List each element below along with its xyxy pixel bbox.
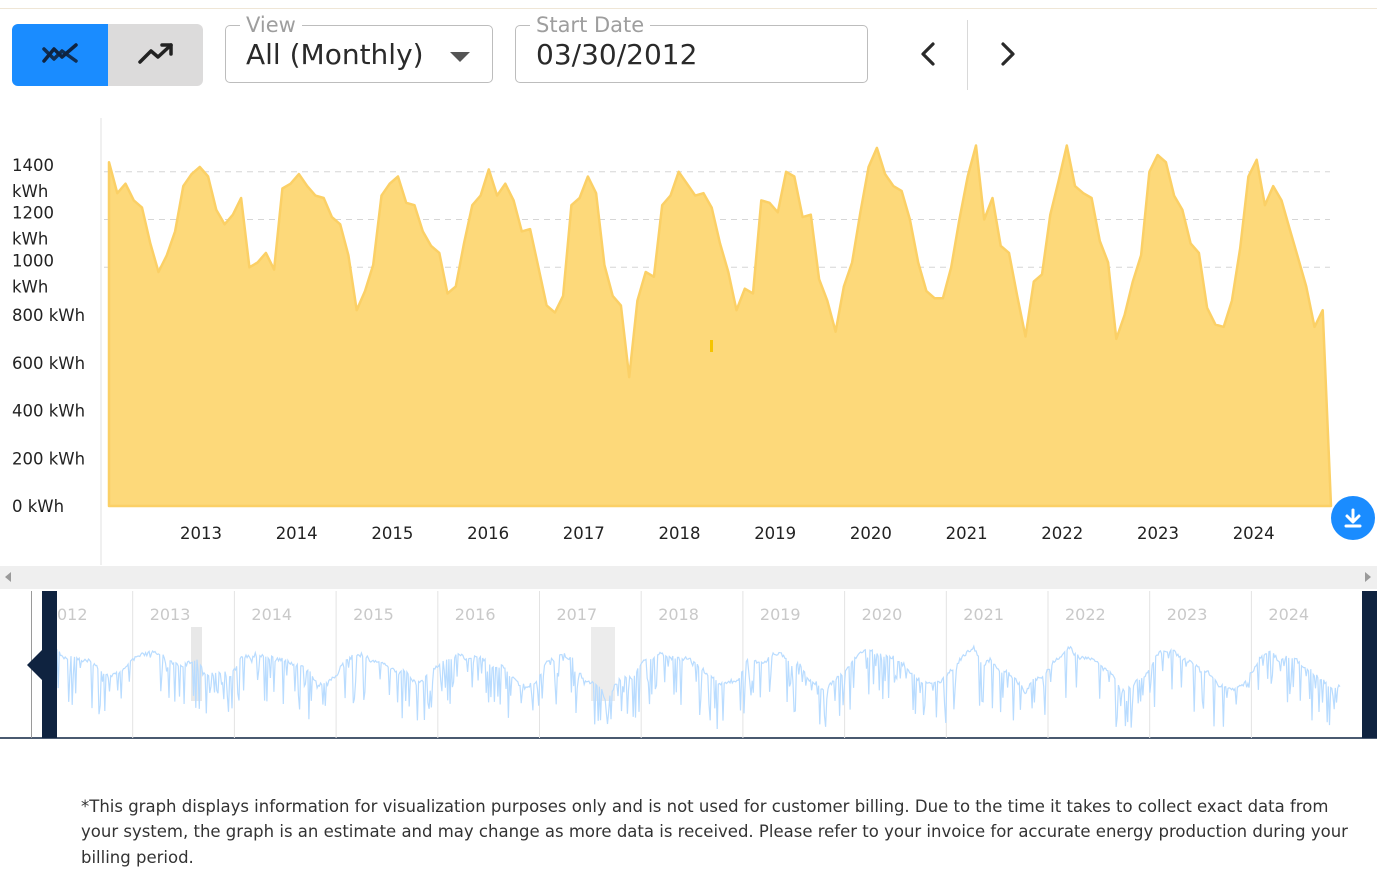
navigator-handle-arrow-icon[interactable]	[27, 650, 42, 680]
navigator-year-label: 2021	[963, 605, 1004, 624]
nav-divider	[967, 20, 968, 90]
navigator-left-handle[interactable]	[42, 591, 57, 738]
start-date-field[interactable]: Start Date 03/30/2012	[515, 25, 868, 83]
view-label: View	[240, 13, 302, 37]
navigator-year-label: 2017	[557, 605, 598, 624]
navigator-year-label: 012	[57, 605, 88, 624]
y-tick-label: 600 kWh	[12, 354, 85, 373]
x-tick-label: 2015	[371, 524, 413, 543]
x-tick-label: 2020	[850, 524, 892, 543]
y-tick-label: 0 kWh	[12, 497, 64, 516]
navigator-year-label: 2019	[760, 605, 801, 624]
chevron-right-icon	[998, 41, 1018, 67]
x-tick-label: 2016	[467, 524, 509, 543]
dropdown-caret-icon	[450, 52, 470, 62]
y-tick-label: 800 kWh	[12, 306, 85, 325]
start-date-value: 03/30/2012	[536, 38, 697, 72]
view-select[interactable]: View All (Monthly)	[225, 25, 493, 83]
y-tick-label: 400 kWh	[12, 402, 85, 421]
navigator-gap-marker	[591, 627, 615, 701]
production-trend-toggle[interactable]	[108, 24, 203, 86]
navigator-year-label: 2013	[150, 605, 191, 624]
navigator-year-label: 2022	[1065, 605, 1106, 624]
navigator-year-label: 2024	[1268, 605, 1309, 624]
navigator-year-label: 2023	[1167, 605, 1208, 624]
navigator-year-label: 2014	[251, 605, 292, 624]
disclaimer-text: *This graph displays information for vis…	[81, 794, 1356, 870]
x-tick-label: 2014	[276, 524, 318, 543]
x-tick-label: 2013	[180, 524, 222, 543]
next-period-button[interactable]	[988, 34, 1028, 74]
production-area-series	[109, 146, 1331, 507]
download-icon	[1342, 507, 1364, 529]
navigator-year-label: 2016	[455, 605, 496, 624]
y-tick-label: 200 kWh	[12, 449, 85, 468]
x-tick-label: 2024	[1233, 524, 1275, 543]
download-button[interactable]	[1331, 496, 1375, 540]
navigator-year-label: 2018	[658, 605, 699, 624]
scroll-right-arrow-icon[interactable]	[1365, 572, 1371, 582]
x-tick-label: 2023	[1137, 524, 1179, 543]
usage-chart-icon	[41, 41, 79, 70]
x-tick-label: 2019	[754, 524, 796, 543]
previous-period-button[interactable]	[908, 34, 948, 74]
scroll-left-arrow-icon[interactable]	[5, 572, 11, 582]
data-marker	[710, 340, 713, 352]
x-tick-label: 2021	[946, 524, 988, 543]
production-trend-icon	[137, 41, 175, 70]
navigator-year-label: 2020	[862, 605, 903, 624]
x-tick-label: 2017	[563, 524, 605, 543]
navigator-series	[57, 646, 1340, 729]
view-value: All (Monthly)	[246, 38, 424, 72]
range-navigator[interactable]: 012 2013 2014 2015 2016 2017 2018 2019 2020 2021 2…	[0, 589, 1377, 741]
top-border	[0, 8, 1377, 9]
x-tick-label: 2022	[1041, 524, 1083, 543]
x-tick-label: 2018	[659, 524, 701, 543]
horizontal-scrollbar[interactable]	[0, 566, 1377, 589]
navigator-year-label: 2015	[353, 605, 394, 624]
chevron-left-icon	[918, 41, 938, 67]
usage-chart-toggle[interactable]	[12, 24, 108, 86]
navigator-right-handle[interactable]	[1362, 591, 1377, 738]
start-date-label: Start Date	[530, 13, 650, 37]
